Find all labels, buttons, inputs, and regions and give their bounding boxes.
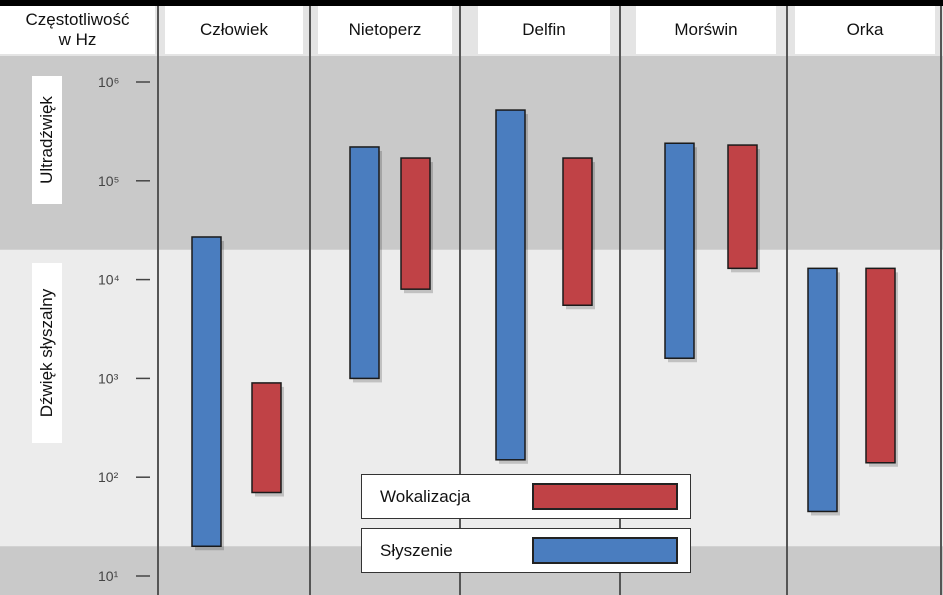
column-header-label: Delfin xyxy=(522,20,566,39)
hearing-bar-1 xyxy=(349,146,380,380)
legend-label: Słyszenie xyxy=(380,540,453,560)
legend-item-slyszenie: Słyszenie xyxy=(361,528,691,573)
column-header-label: Morświn xyxy=(674,20,738,39)
y-axis-title-text: Częstotliwość w Hz xyxy=(25,10,130,49)
legend-item-wokalizacja: Wokalizacja xyxy=(361,474,691,519)
column-header-czlowiek: Człowiek xyxy=(165,6,303,54)
vocalization-bar-0 xyxy=(251,382,282,494)
column-header-delfin: Delfin xyxy=(478,6,610,54)
region-label-ultrasound: Ultradźwięk xyxy=(32,76,62,204)
region-label-text: Dźwięk słyszalny xyxy=(37,288,57,418)
y-tick-label: 10⁴ xyxy=(98,272,120,288)
column-header-label: Człowiek xyxy=(199,20,269,39)
column-header-label: Orka xyxy=(846,20,884,39)
column-header-orka: Orka xyxy=(795,6,935,54)
legend-label: Wokalizacja xyxy=(380,486,471,506)
y-tick-label: 10³ xyxy=(98,370,119,386)
y-tick-label: 10¹ xyxy=(98,568,119,584)
legend-swatch-red xyxy=(532,483,678,510)
y-axis-title: Częstotliwość w Hz xyxy=(0,6,155,54)
y-tick-label: 10² xyxy=(98,469,119,485)
ultrasound-region xyxy=(0,56,943,250)
hearing-bar-0 xyxy=(191,236,222,548)
region-label-text: Ultradźwięk xyxy=(37,96,57,184)
y-tick-label: 10⁶ xyxy=(98,74,119,90)
column-header-nietoperz: Nietoperz xyxy=(318,6,452,54)
column-header-morswin: Morświn xyxy=(636,6,776,54)
region-label-audible: Dźwięk słyszalny xyxy=(32,263,62,443)
vocalization-bar-3 xyxy=(727,144,758,270)
vocalization-bar-1 xyxy=(400,157,431,290)
vocalization-bar-2 xyxy=(562,157,593,307)
hearing-bar-3 xyxy=(664,142,695,359)
column-header-label: Nietoperz xyxy=(348,20,422,39)
hearing-bar-4 xyxy=(807,267,838,513)
y-tick-label: 10⁵ xyxy=(98,173,119,189)
top-band xyxy=(0,0,943,6)
legend-swatch-blue xyxy=(532,537,678,564)
hearing-bar-2 xyxy=(495,109,526,461)
vocalization-bar-4 xyxy=(865,267,896,464)
